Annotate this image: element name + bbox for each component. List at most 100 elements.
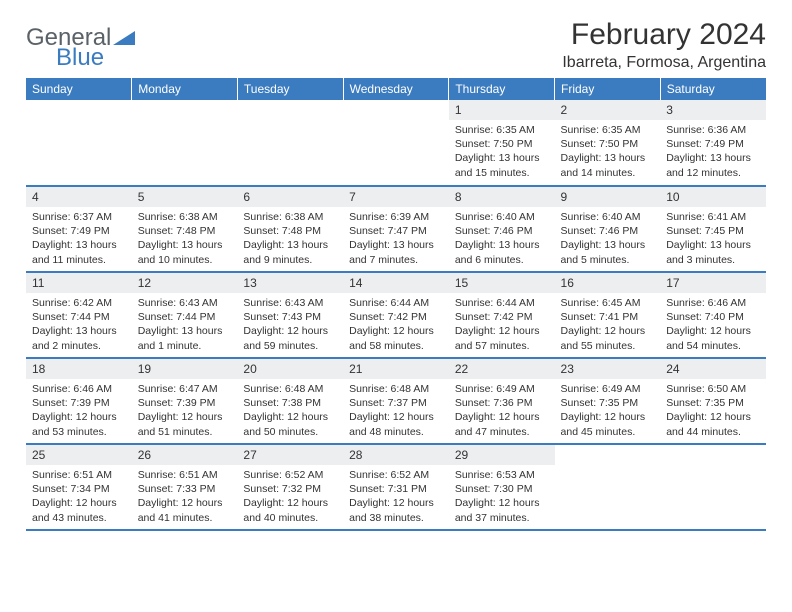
day-number: 19: [132, 359, 238, 379]
calendar-cell: 16Sunrise: 6:45 AMSunset: 7:41 PMDayligh…: [555, 272, 661, 358]
calendar-cell: 14Sunrise: 6:44 AMSunset: 7:42 PMDayligh…: [343, 272, 449, 358]
day-number: 2: [555, 100, 661, 120]
calendar-cell: [26, 100, 132, 186]
day-details: Sunrise: 6:51 AMSunset: 7:34 PMDaylight:…: [26, 465, 132, 529]
calendar-cell: 9Sunrise: 6:40 AMSunset: 7:46 PMDaylight…: [555, 186, 661, 272]
calendar-cell: 1Sunrise: 6:35 AMSunset: 7:50 PMDaylight…: [449, 100, 555, 186]
calendar-cell: 25Sunrise: 6:51 AMSunset: 7:34 PMDayligh…: [26, 444, 132, 530]
day-details: Sunrise: 6:36 AMSunset: 7:49 PMDaylight:…: [660, 120, 766, 184]
day-details: Sunrise: 6:40 AMSunset: 7:46 PMDaylight:…: [449, 207, 555, 271]
day-number: 7: [343, 187, 449, 207]
calendar-cell: 5Sunrise: 6:38 AMSunset: 7:48 PMDaylight…: [132, 186, 238, 272]
calendar-week-row: 1Sunrise: 6:35 AMSunset: 7:50 PMDaylight…: [26, 100, 766, 186]
day-details: Sunrise: 6:43 AMSunset: 7:43 PMDaylight:…: [237, 293, 343, 357]
day-details: Sunrise: 6:52 AMSunset: 7:31 PMDaylight:…: [343, 465, 449, 529]
day-details: Sunrise: 6:40 AMSunset: 7:46 PMDaylight:…: [555, 207, 661, 271]
calendar-table: SundayMondayTuesdayWednesdayThursdayFrid…: [26, 78, 766, 531]
day-number: 24: [660, 359, 766, 379]
day-number: 18: [26, 359, 132, 379]
calendar-week-row: 11Sunrise: 6:42 AMSunset: 7:44 PMDayligh…: [26, 272, 766, 358]
calendar-cell: 19Sunrise: 6:47 AMSunset: 7:39 PMDayligh…: [132, 358, 238, 444]
day-number: 13: [237, 273, 343, 293]
calendar-cell: [237, 100, 343, 186]
calendar-cell: [132, 100, 238, 186]
weekday-header-row: SundayMondayTuesdayWednesdayThursdayFrid…: [26, 78, 766, 100]
calendar-cell: 23Sunrise: 6:49 AMSunset: 7:35 PMDayligh…: [555, 358, 661, 444]
calendar-cell: 26Sunrise: 6:51 AMSunset: 7:33 PMDayligh…: [132, 444, 238, 530]
logo-text-blue: Blue: [56, 44, 104, 72]
calendar-cell: 10Sunrise: 6:41 AMSunset: 7:45 PMDayligh…: [660, 186, 766, 272]
calendar-week-row: 25Sunrise: 6:51 AMSunset: 7:34 PMDayligh…: [26, 444, 766, 530]
calendar-cell: [555, 444, 661, 530]
day-details: Sunrise: 6:38 AMSunset: 7:48 PMDaylight:…: [132, 207, 238, 271]
calendar-cell: 11Sunrise: 6:42 AMSunset: 7:44 PMDayligh…: [26, 272, 132, 358]
calendar-week-row: 4Sunrise: 6:37 AMSunset: 7:49 PMDaylight…: [26, 186, 766, 272]
day-number: 6: [237, 187, 343, 207]
day-number: 1: [449, 100, 555, 120]
weekday-header: Sunday: [26, 78, 132, 100]
logo-triangle-icon: [113, 24, 135, 52]
calendar-cell: 24Sunrise: 6:50 AMSunset: 7:35 PMDayligh…: [660, 358, 766, 444]
calendar-cell: 21Sunrise: 6:48 AMSunset: 7:37 PMDayligh…: [343, 358, 449, 444]
day-details: Sunrise: 6:44 AMSunset: 7:42 PMDaylight:…: [343, 293, 449, 357]
day-number: 25: [26, 445, 132, 465]
day-number: 27: [237, 445, 343, 465]
day-details: Sunrise: 6:44 AMSunset: 7:42 PMDaylight:…: [449, 293, 555, 357]
day-details: Sunrise: 6:48 AMSunset: 7:38 PMDaylight:…: [237, 379, 343, 443]
day-details: Sunrise: 6:39 AMSunset: 7:47 PMDaylight:…: [343, 207, 449, 271]
calendar-week-row: 18Sunrise: 6:46 AMSunset: 7:39 PMDayligh…: [26, 358, 766, 444]
day-details: Sunrise: 6:35 AMSunset: 7:50 PMDaylight:…: [555, 120, 661, 184]
day-number: 14: [343, 273, 449, 293]
calendar-cell: 15Sunrise: 6:44 AMSunset: 7:42 PMDayligh…: [449, 272, 555, 358]
day-number: 3: [660, 100, 766, 120]
day-details: Sunrise: 6:37 AMSunset: 7:49 PMDaylight:…: [26, 207, 132, 271]
day-details: Sunrise: 6:46 AMSunset: 7:39 PMDaylight:…: [26, 379, 132, 443]
weekday-header: Monday: [132, 78, 238, 100]
day-number: 21: [343, 359, 449, 379]
day-details: Sunrise: 6:50 AMSunset: 7:35 PMDaylight:…: [660, 379, 766, 443]
calendar-cell: 2Sunrise: 6:35 AMSunset: 7:50 PMDaylight…: [555, 100, 661, 186]
header: General February 2024 Ibarreta, Formosa,…: [26, 18, 766, 72]
calendar-cell: 20Sunrise: 6:48 AMSunset: 7:38 PMDayligh…: [237, 358, 343, 444]
day-number: 23: [555, 359, 661, 379]
day-number: 5: [132, 187, 238, 207]
day-number: 20: [237, 359, 343, 379]
day-number: 4: [26, 187, 132, 207]
day-details: Sunrise: 6:47 AMSunset: 7:39 PMDaylight:…: [132, 379, 238, 443]
calendar-cell: 17Sunrise: 6:46 AMSunset: 7:40 PMDayligh…: [660, 272, 766, 358]
day-details: Sunrise: 6:38 AMSunset: 7:48 PMDaylight:…: [237, 207, 343, 271]
weekday-header: Saturday: [660, 78, 766, 100]
month-title: February 2024: [562, 18, 766, 52]
calendar-cell: 8Sunrise: 6:40 AMSunset: 7:46 PMDaylight…: [449, 186, 555, 272]
day-details: Sunrise: 6:35 AMSunset: 7:50 PMDaylight:…: [449, 120, 555, 184]
location-subtitle: Ibarreta, Formosa, Argentina: [562, 54, 766, 72]
day-details: Sunrise: 6:42 AMSunset: 7:44 PMDaylight:…: [26, 293, 132, 357]
calendar-cell: 7Sunrise: 6:39 AMSunset: 7:47 PMDaylight…: [343, 186, 449, 272]
day-number: 26: [132, 445, 238, 465]
day-number: 12: [132, 273, 238, 293]
day-details: Sunrise: 6:53 AMSunset: 7:30 PMDaylight:…: [449, 465, 555, 529]
calendar-cell: 22Sunrise: 6:49 AMSunset: 7:36 PMDayligh…: [449, 358, 555, 444]
day-details: Sunrise: 6:49 AMSunset: 7:36 PMDaylight:…: [449, 379, 555, 443]
day-number: 9: [555, 187, 661, 207]
calendar-cell: 4Sunrise: 6:37 AMSunset: 7:49 PMDaylight…: [26, 186, 132, 272]
day-details: Sunrise: 6:49 AMSunset: 7:35 PMDaylight:…: [555, 379, 661, 443]
day-details: Sunrise: 6:48 AMSunset: 7:37 PMDaylight:…: [343, 379, 449, 443]
day-details: Sunrise: 6:43 AMSunset: 7:44 PMDaylight:…: [132, 293, 238, 357]
calendar-cell: 28Sunrise: 6:52 AMSunset: 7:31 PMDayligh…: [343, 444, 449, 530]
calendar-cell: 27Sunrise: 6:52 AMSunset: 7:32 PMDayligh…: [237, 444, 343, 530]
weekday-header: Thursday: [449, 78, 555, 100]
calendar-cell: [660, 444, 766, 530]
day-number: 28: [343, 445, 449, 465]
calendar-cell: 18Sunrise: 6:46 AMSunset: 7:39 PMDayligh…: [26, 358, 132, 444]
day-number: 16: [555, 273, 661, 293]
calendar-cell: 3Sunrise: 6:36 AMSunset: 7:49 PMDaylight…: [660, 100, 766, 186]
weekday-header: Wednesday: [343, 78, 449, 100]
day-number: 8: [449, 187, 555, 207]
weekday-header: Tuesday: [237, 78, 343, 100]
calendar-cell: 6Sunrise: 6:38 AMSunset: 7:48 PMDaylight…: [237, 186, 343, 272]
calendar-cell: 29Sunrise: 6:53 AMSunset: 7:30 PMDayligh…: [449, 444, 555, 530]
day-details: Sunrise: 6:52 AMSunset: 7:32 PMDaylight:…: [237, 465, 343, 529]
day-number: 17: [660, 273, 766, 293]
day-number: 11: [26, 273, 132, 293]
